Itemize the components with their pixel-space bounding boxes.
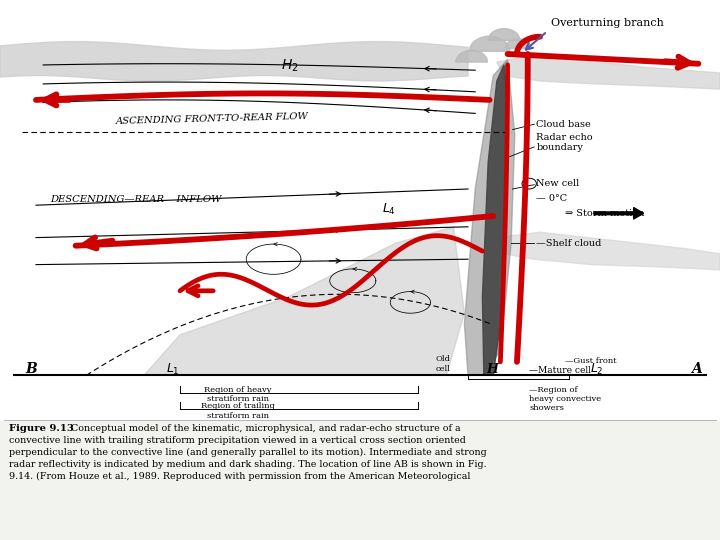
Text: —Region of
heavy convective
showers: —Region of heavy convective showers <box>529 386 601 413</box>
FancyArrow shape <box>594 208 642 218</box>
Polygon shape <box>488 29 520 40</box>
Text: perpendicular to the convective line (and generally parallel to its motion). Int: perpendicular to the convective line (an… <box>9 448 487 457</box>
Text: ASCENDING FRONT-TO-REAR FLOW: ASCENDING FRONT-TO-REAR FLOW <box>115 112 308 126</box>
Text: Figure 9.13: Figure 9.13 <box>9 424 73 433</box>
Text: convective line with trailing stratiform precipitation viewed in a vertical cros: convective line with trailing stratiform… <box>9 436 466 445</box>
Text: Region of heavy
stratiform rain: Region of heavy stratiform rain <box>204 386 271 403</box>
Text: Overturning branch: Overturning branch <box>551 18 664 28</box>
Text: New cell: New cell <box>536 179 580 188</box>
Text: — 0°C: — 0°C <box>536 194 567 203</box>
Text: Cloud base: Cloud base <box>536 120 591 129</box>
Text: ⇒ Storm motion: ⇒ Storm motion <box>565 209 644 218</box>
Text: —Mature cell: —Mature cell <box>529 366 591 375</box>
Text: $L_4$: $L_4$ <box>382 202 395 218</box>
Polygon shape <box>464 59 515 375</box>
Polygon shape <box>505 39 531 49</box>
Polygon shape <box>469 36 510 51</box>
Text: —Gust front: —Gust front <box>565 357 617 365</box>
Polygon shape <box>482 65 508 375</box>
Polygon shape <box>497 57 720 89</box>
Text: 9.14. (From Houze et al., 1989. Reproduced with permission from the American Met: 9.14. (From Houze et al., 1989. Reproduc… <box>9 471 470 481</box>
Text: A: A <box>691 362 702 376</box>
Text: B: B <box>25 362 37 376</box>
Text: H: H <box>486 362 498 376</box>
Text: $L_1$: $L_1$ <box>166 362 179 377</box>
Text: radar reflectivity is indicated by medium and dark shading. The location of line: radar reflectivity is indicated by mediu… <box>9 460 486 469</box>
Text: Conceptual model of the kinematic, microphysical, and radar-echo structure of a: Conceptual model of the kinematic, micro… <box>65 424 460 433</box>
Text: —Shelf cloud: —Shelf cloud <box>536 239 602 248</box>
Polygon shape <box>497 232 720 270</box>
Polygon shape <box>0 42 468 81</box>
Text: Region of trailing
stratiform rain: Region of trailing stratiform rain <box>201 402 274 420</box>
Polygon shape <box>456 50 487 62</box>
Bar <box>0 0 720 421</box>
Text: Radar echo
boundary: Radar echo boundary <box>536 133 593 152</box>
Text: Old
cell: Old cell <box>436 355 450 373</box>
Polygon shape <box>144 227 464 375</box>
Text: $L_2$: $L_2$ <box>590 362 604 377</box>
Text: DESCENDING—REAR    INFLOW: DESCENDING—REAR INFLOW <box>50 195 222 205</box>
Text: $H_2$: $H_2$ <box>281 57 299 73</box>
